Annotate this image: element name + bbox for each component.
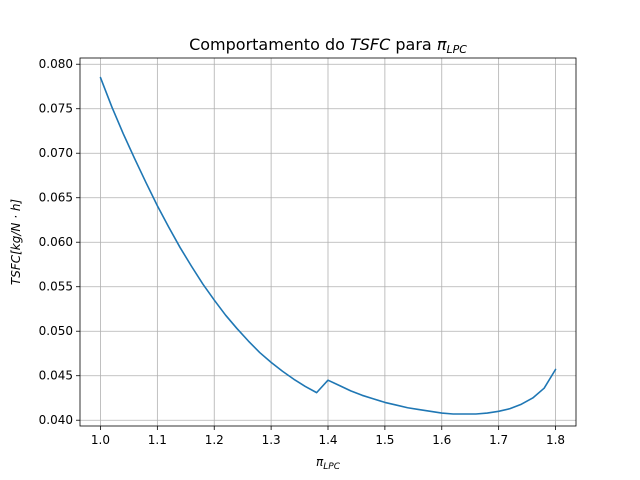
y-tick-label: 0.060	[39, 235, 73, 249]
x-label-main: π	[316, 455, 324, 469]
y-tick-label: 0.080	[39, 57, 73, 71]
x-tick-label: 1.8	[546, 433, 565, 447]
y-axis-ticks: 0.040 0.045 0.050 0.055 0.060 0.065 0.070 0.075…	[39, 57, 80, 427]
x-tick-label: 1.7	[489, 433, 508, 447]
title-part-2: para	[390, 35, 437, 54]
tsfc-series-line	[99, 76, 557, 415]
title-part-0: Comportamento do	[189, 35, 350, 54]
x-tick-label: 1.5	[375, 433, 394, 447]
y-tick-label: 0.050	[39, 324, 73, 338]
x-tick-label: 1.0	[91, 433, 110, 447]
grid-lines	[80, 58, 576, 426]
x-tick-label: 1.1	[148, 433, 167, 447]
y-axis-label: TSFC[kg/N · h]	[9, 199, 23, 286]
x-tick-label: 1.4	[318, 433, 337, 447]
y-tick-label: 0.070	[39, 146, 73, 160]
title-part-3: π	[437, 35, 447, 54]
y-tick-label: 0.045	[39, 369, 73, 383]
title-part-4: LPC	[446, 43, 467, 56]
plot-frame	[79, 57, 577, 427]
y-tick-label: 0.065	[39, 191, 73, 205]
x-axis-ticks: 1.0 1.1 1.2 1.3 1.4 1.5 1.6 1.7 1.8	[91, 426, 565, 447]
x-axis-label: πLPC	[316, 455, 341, 472]
y-tick-label: 0.055	[39, 280, 73, 294]
chart-title: Comportamento do TSFC para πLPC	[189, 35, 467, 56]
x-label-sub: LPC	[323, 462, 340, 472]
x-tick-label: 1.2	[205, 433, 224, 447]
y-tick-label: 0.040	[39, 413, 73, 427]
x-tick-label: 1.6	[432, 433, 451, 447]
x-tick-label: 1.3	[262, 433, 281, 447]
title-part-1: TSFC	[350, 35, 391, 54]
y-tick-label: 0.075	[39, 102, 73, 116]
